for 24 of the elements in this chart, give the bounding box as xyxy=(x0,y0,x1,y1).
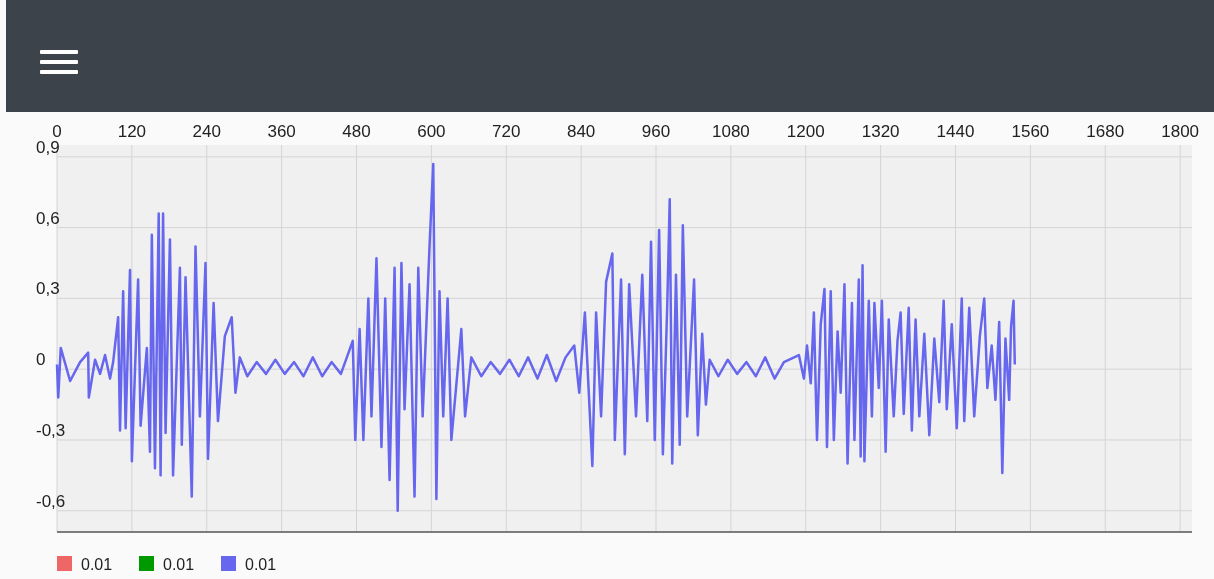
x-tick-label: 1200 xyxy=(786,122,825,141)
x-tick-label: 1560 xyxy=(1011,122,1050,141)
x-tick-label: 480 xyxy=(342,122,371,141)
legend-label: 0.01 xyxy=(81,556,113,573)
y-tick-label: 0 xyxy=(36,350,46,370)
x-tick-label: 1080 xyxy=(711,122,750,141)
y-tick-label: 0,3 xyxy=(36,279,60,299)
x-tick-label: 1800 xyxy=(1161,122,1200,141)
y-tick-label: -0,3 xyxy=(36,420,66,440)
x-tick-label: 1680 xyxy=(1086,122,1125,141)
x-tick-label: 360 xyxy=(267,122,296,141)
x-tick-label: 120 xyxy=(117,122,147,141)
legend-label: 0.01 xyxy=(163,556,195,573)
x-tick-label: 960 xyxy=(641,122,671,141)
x-tick-label: 720 xyxy=(492,122,521,141)
legend-label: 0.01 xyxy=(245,556,277,573)
x-tick-label: 240 xyxy=(192,122,221,141)
x-tick-label: 1440 xyxy=(936,122,975,141)
y-tick-label: -0,6 xyxy=(36,491,66,511)
x-tick-label: 1320 xyxy=(861,122,900,141)
x-tick-label: 600 xyxy=(417,122,446,141)
y-tick-label: 0,6 xyxy=(36,208,60,228)
y-tick-label: 0,9 xyxy=(36,137,60,157)
x-tick-label: 840 xyxy=(566,122,596,141)
